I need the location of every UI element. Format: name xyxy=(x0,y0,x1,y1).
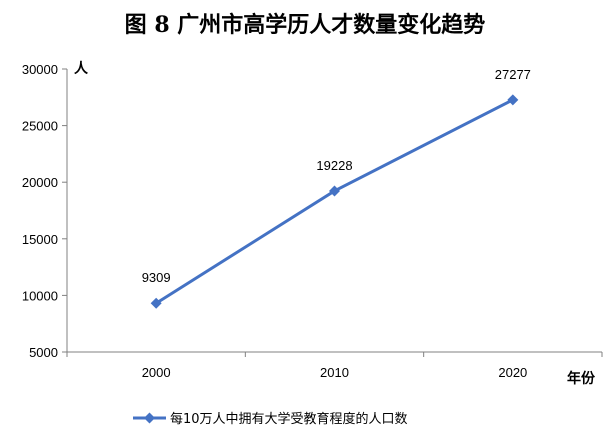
y-tick-label: 5000 xyxy=(29,345,58,360)
x-tick-label: 2020 xyxy=(498,365,527,380)
y-tick-label: 20000 xyxy=(22,175,58,190)
y-tick-label: 15000 xyxy=(22,232,58,247)
series: 9309 19228 27277 xyxy=(142,67,531,309)
legend-label: 每10万人中拥有大学受教育程度的人口数 xyxy=(170,411,408,427)
data-point-marker xyxy=(150,297,162,309)
x-tick-label: 2010 xyxy=(320,365,349,380)
y-tick-label: 10000 xyxy=(22,288,58,303)
chart-title: 图 8 广州市高学历人才数量变化趋势 xyxy=(125,12,486,38)
axes xyxy=(66,69,602,353)
x-ticks: 2000 2010 2020 xyxy=(66,352,603,380)
y-ticks: 30000 25000 20000 15000 10000 5000 xyxy=(22,62,67,360)
data-point-marker xyxy=(329,185,340,197)
y-tick-label: 30000 xyxy=(22,62,58,77)
data-label: 19228 xyxy=(316,158,352,173)
y-tick-label: 25000 xyxy=(22,119,58,134)
x-axis-label: 年份 xyxy=(567,370,596,387)
data-label: 9309 xyxy=(142,270,171,285)
series-line xyxy=(155,98,514,305)
x-tick-label: 2000 xyxy=(142,365,171,380)
legend: 每10万人中拥有大学受教育程度的人口数 xyxy=(133,411,408,427)
legend-diamond-marker xyxy=(144,412,155,424)
data-label: 27277 xyxy=(495,67,531,82)
data-point-marker xyxy=(507,94,519,106)
y-axis-label: 人 xyxy=(74,60,89,77)
